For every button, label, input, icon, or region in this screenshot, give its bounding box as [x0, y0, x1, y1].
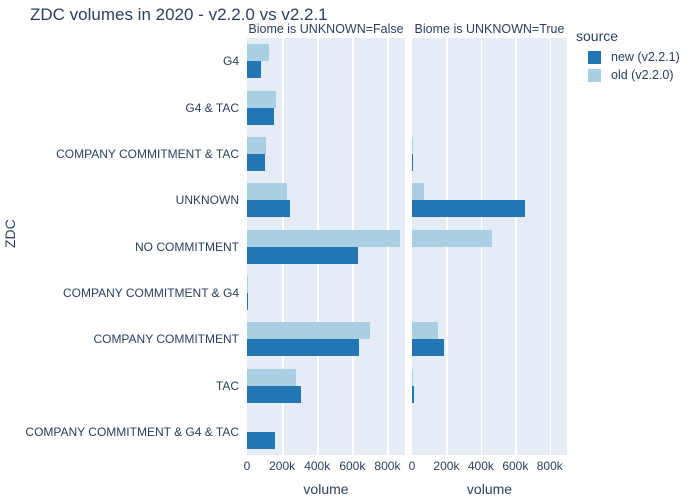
bar-old[interactable]: [247, 322, 370, 340]
x-tick-label: 400k: [304, 459, 331, 473]
x-tick-label: 800k: [374, 459, 401, 473]
legend-label: old (v2.2.0): [611, 68, 674, 82]
facet-panel: [247, 38, 405, 455]
legend: source new (v2.2.1) old (v2.2.0): [576, 28, 680, 86]
bar-old[interactable]: [412, 322, 438, 340]
bar-new[interactable]: [247, 246, 358, 264]
bar-old[interactable]: [247, 44, 269, 62]
legend-label: new (v2.2.1): [611, 50, 680, 64]
bar-old[interactable]: [412, 183, 425, 201]
bar-old[interactable]: [412, 229, 493, 247]
gridline: [480, 38, 483, 455]
bar-new[interactable]: [247, 431, 276, 449]
y-tick-label: G4 & TAC: [185, 100, 239, 115]
x-tick-label: 0: [243, 459, 251, 473]
bar-old[interactable]: [247, 275, 249, 293]
x-tick-label: 600k: [502, 459, 529, 473]
bar-new[interactable]: [247, 292, 248, 310]
bar-old[interactable]: [247, 368, 297, 386]
y-tick-label: UNKNOWN: [175, 193, 239, 208]
bar-new[interactable]: [247, 153, 266, 171]
facet-title: Biome is UNKNOWN=True: [414, 22, 565, 36]
bar-new[interactable]: [412, 153, 414, 171]
gridline: [446, 38, 448, 455]
legend-swatch-icon: [588, 68, 601, 82]
legend-swatch-icon: [588, 50, 601, 64]
y-tick-label: G4: [222, 54, 239, 69]
bar-old[interactable]: [247, 136, 267, 154]
bar-old[interactable]: [247, 183, 287, 201]
legend-entry[interactable]: old (v2.2.0): [588, 68, 680, 82]
bar-new[interactable]: [412, 200, 525, 218]
chart-title: ZDC volumes in 2020 - v2.2.0 vs v2.2.1: [30, 5, 328, 24]
legend-entry[interactable]: new (v2.2.1): [588, 50, 680, 64]
bar-new[interactable]: [412, 339, 444, 357]
x-tick-label: 200k: [269, 459, 296, 473]
facet-panel: [412, 38, 567, 455]
y-tick-label: NO COMMITMENT: [135, 239, 239, 254]
x-axis-title: volume: [303, 481, 349, 497]
bar-new[interactable]: [247, 339, 360, 357]
bar-old[interactable]: [247, 229, 400, 247]
gridline: [515, 38, 517, 455]
x-axis-ticks: 0 200k 400k 600k 800k: [243, 459, 405, 473]
y-axis-labels: G4 G4 & TAC COMPANY COMMITMENT & TAC UNKNOW…: [0, 38, 243, 455]
facet-title: Biome is UNKNOWN=False: [248, 22, 404, 36]
bar-new[interactable]: [247, 200, 290, 218]
bar-old[interactable]: [412, 368, 414, 386]
legend-title: source: [576, 28, 619, 44]
gridline: [387, 38, 389, 455]
bar-new[interactable]: [247, 107, 275, 125]
x-axis-ticks: 0 200k 400k 600k 800k: [408, 459, 567, 473]
gridline: [549, 38, 552, 455]
x-tick-label: 600k: [339, 459, 366, 473]
y-tick-label: TAC: [215, 378, 239, 393]
y-tick-label: COMPANY COMMITMENT & G4: [62, 285, 239, 300]
y-tick-label: COMPANY COMMITMENT & G4 & TAC: [25, 424, 239, 439]
y-tick-label: COMPANY COMMITMENT: [93, 332, 239, 347]
x-axis-title: volume: [466, 481, 513, 497]
x-tick-label: 200k: [433, 459, 460, 473]
y-tick-label: COMPANY COMMITMENT & TAC: [56, 146, 239, 161]
bar-new[interactable]: [247, 61, 262, 79]
bar-old[interactable]: [412, 136, 414, 154]
x-tick-label: 0: [408, 459, 416, 473]
plot-area: [247, 38, 567, 455]
bar-old[interactable]: [247, 90, 276, 108]
bar-new[interactable]: [412, 385, 414, 403]
x-tick-label: 800k: [536, 459, 563, 473]
x-tick-label: 400k: [467, 459, 494, 473]
bar-new[interactable]: [247, 385, 302, 403]
